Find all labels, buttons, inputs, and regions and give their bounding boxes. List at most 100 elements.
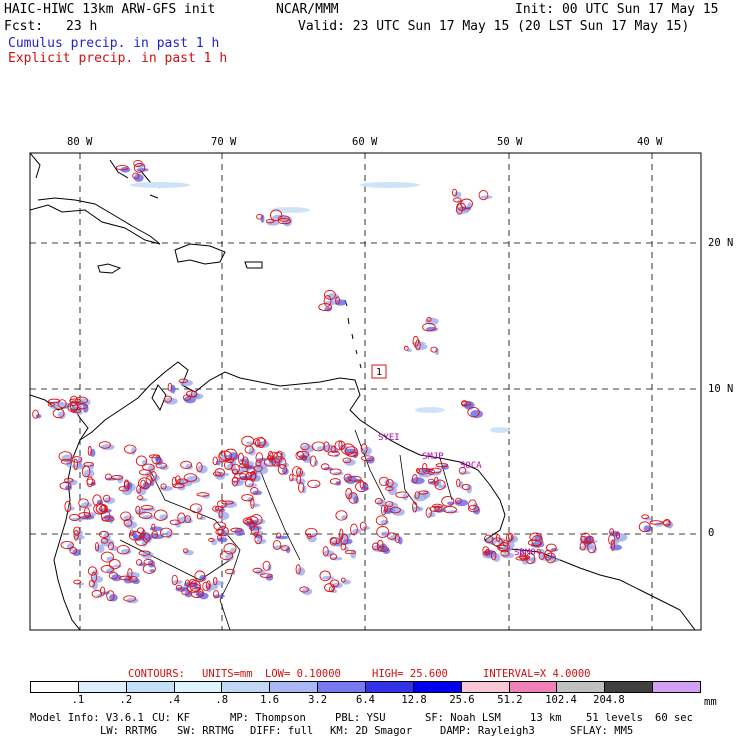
explicit-contour bbox=[83, 461, 94, 467]
legend-tick-label: 6.4 bbox=[356, 694, 375, 706]
explicit-contour bbox=[318, 303, 333, 312]
cumulus-cell bbox=[149, 526, 163, 532]
explicit-contour bbox=[335, 296, 340, 305]
cumulus-cell bbox=[239, 458, 249, 463]
explicit-contour bbox=[58, 451, 73, 462]
explicit-contour bbox=[329, 536, 338, 546]
explicit-contour bbox=[324, 583, 336, 592]
explicit-contour bbox=[178, 378, 188, 384]
legend-swatch bbox=[461, 682, 510, 692]
legend-swatch bbox=[413, 682, 462, 692]
explicit-contour bbox=[230, 527, 243, 533]
explicit-contour bbox=[160, 483, 167, 490]
footer-damp: DAMP: Rayleigh3 bbox=[440, 725, 535, 737]
cumulus-cell bbox=[83, 469, 95, 478]
explicit-contour bbox=[250, 470, 256, 482]
explicit-contour bbox=[70, 400, 79, 412]
explicit-contour bbox=[181, 588, 190, 596]
cumulus-cell bbox=[609, 544, 622, 551]
cumulus-cell bbox=[323, 550, 335, 557]
explicit-contour bbox=[531, 535, 543, 547]
station-syei: SYEI bbox=[378, 433, 400, 443]
explicit-contour bbox=[212, 456, 218, 466]
explicit-contour bbox=[244, 462, 250, 469]
explicit-contour bbox=[323, 441, 330, 452]
explicit-contour bbox=[359, 521, 367, 531]
explicit-contour bbox=[435, 463, 449, 468]
cumulus-cell bbox=[213, 594, 225, 598]
explicit-contour bbox=[609, 528, 615, 535]
footer-levels: 51 levels bbox=[586, 712, 643, 724]
explicit-contour bbox=[265, 219, 275, 224]
explicit-contour bbox=[216, 535, 222, 541]
explicit-contour bbox=[610, 539, 615, 551]
legend-tick-label: .1 bbox=[71, 694, 85, 706]
explicit-contour bbox=[135, 505, 141, 515]
explicit-contour bbox=[108, 542, 114, 551]
lat-label-0: 0 bbox=[708, 527, 715, 539]
legend-tick-label: .8 bbox=[215, 694, 229, 706]
legend-swatch bbox=[126, 682, 175, 692]
explicit-contour bbox=[280, 545, 290, 551]
explicit-contour bbox=[135, 536, 148, 546]
legend-swatch bbox=[174, 682, 223, 692]
explicit-contour bbox=[239, 463, 248, 469]
explicit-contour bbox=[216, 500, 227, 508]
explicit-contour bbox=[638, 521, 651, 533]
explicit-contour bbox=[151, 523, 156, 530]
explicit-contour bbox=[148, 454, 161, 459]
explicit-contour bbox=[225, 458, 234, 464]
explicit-contour bbox=[196, 513, 203, 520]
explicit-contour bbox=[403, 345, 409, 351]
explicit-contour bbox=[217, 526, 229, 537]
explicit-contour bbox=[143, 558, 154, 565]
explicit-contour bbox=[92, 494, 102, 507]
explicit-contour bbox=[241, 435, 255, 447]
explicit-contour bbox=[171, 574, 178, 586]
explicit-contour bbox=[335, 510, 348, 521]
explicit-contour bbox=[453, 197, 462, 203]
explicit-contour bbox=[137, 495, 144, 501]
explicit-contour bbox=[427, 478, 435, 484]
explicit-contour bbox=[324, 289, 336, 300]
explicit-contour bbox=[386, 532, 397, 540]
cumulus-cell bbox=[232, 479, 245, 484]
explicit-contour bbox=[371, 542, 380, 551]
explicit-contour bbox=[213, 521, 227, 531]
cumulus-cell bbox=[126, 597, 139, 604]
explicit-contour bbox=[189, 580, 201, 592]
legend-unit: mm bbox=[704, 696, 717, 708]
cumulus-cell bbox=[380, 531, 391, 537]
explicit-contour bbox=[307, 479, 321, 488]
explicit-contour bbox=[244, 518, 254, 525]
lat-label-10n: 10 N bbox=[708, 383, 734, 395]
explicit-contour bbox=[175, 584, 183, 590]
explicit-contour bbox=[505, 533, 513, 543]
explicit-contour bbox=[340, 577, 346, 583]
explicit-contour bbox=[267, 450, 274, 462]
explicit-contour bbox=[319, 570, 331, 582]
cumulus-precip-label: Cumulus precip. in past 1 h bbox=[8, 36, 220, 51]
cumulus-cell bbox=[260, 214, 265, 223]
explicit-contour bbox=[73, 458, 78, 471]
explicit-contour bbox=[323, 295, 332, 307]
explicit-contour bbox=[483, 534, 494, 543]
explicit-contour bbox=[32, 409, 39, 419]
explicit-contour bbox=[100, 537, 109, 544]
explicit-contour bbox=[311, 441, 326, 452]
explicit-contour bbox=[376, 539, 384, 552]
legend-swatch bbox=[31, 682, 79, 692]
legend-tick-label: 204.8 bbox=[593, 694, 625, 706]
cumulus-cell bbox=[77, 457, 83, 466]
explicit-contour bbox=[544, 549, 553, 561]
explicit-contour bbox=[320, 463, 330, 471]
explicit-contour bbox=[175, 475, 181, 484]
cumulus-cell bbox=[219, 508, 226, 513]
explicit-contour bbox=[262, 560, 271, 571]
explicit-contour bbox=[374, 498, 383, 505]
cumulus-cell bbox=[101, 591, 110, 595]
explicit-contour bbox=[223, 543, 237, 555]
explicit-contour bbox=[422, 322, 436, 332]
explicit-contour bbox=[106, 590, 115, 602]
explicit-contour bbox=[292, 466, 302, 477]
